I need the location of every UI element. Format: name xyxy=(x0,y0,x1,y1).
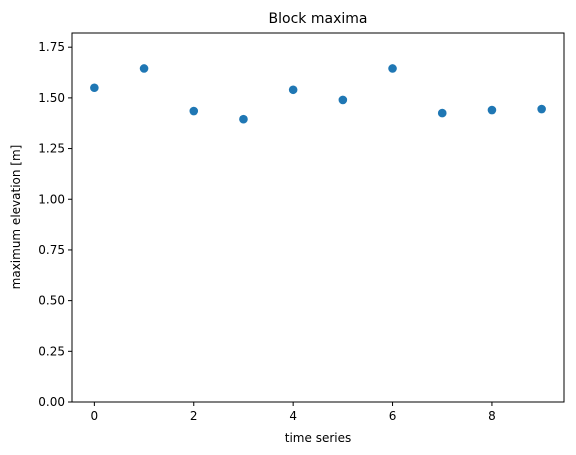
data-point xyxy=(537,104,546,114)
plot-frame xyxy=(71,32,565,403)
y-tick-label: 0.50 xyxy=(38,294,65,308)
data-point xyxy=(189,106,199,116)
chart-title: Block maxima xyxy=(269,11,368,27)
x-tick-label: 6 xyxy=(389,409,397,423)
data-point xyxy=(437,108,447,118)
y-tick-label: 0.75 xyxy=(38,243,65,257)
y-axis-label: maximum elevation [m] xyxy=(9,145,23,290)
x-tick-label: 2 xyxy=(190,409,198,423)
y-tick-label: 1.50 xyxy=(38,91,65,105)
y-tick-label: 0.25 xyxy=(38,344,65,358)
data-point xyxy=(338,95,348,105)
x-tick-label: 0 xyxy=(91,409,99,423)
y-axis-ticks: 0.00 0.25 0.50 0.75 1.00 1.25 1.50 1.75 xyxy=(38,40,72,409)
y-tick-label: 1.25 xyxy=(38,142,65,156)
y-tick-label: 1.75 xyxy=(38,40,65,54)
data-point xyxy=(487,105,497,115)
x-axis-label: time series xyxy=(285,431,351,445)
data-point xyxy=(139,64,149,73)
data-point xyxy=(239,114,248,124)
x-tick-label: 4 xyxy=(289,409,297,423)
data-point xyxy=(288,85,298,95)
data-point xyxy=(388,64,397,73)
data-points xyxy=(90,64,546,124)
y-tick-label: 1.00 xyxy=(38,192,65,206)
x-tick-label: 8 xyxy=(488,409,496,423)
x-axis-ticks: 0 2 4 6 8 xyxy=(91,402,496,423)
y-tick-label: 0.00 xyxy=(38,395,65,409)
plot-area: 0 2 4 6 8 0.00 0.25 0.50 0.75 1.00 1.25 1.50 1.75 xyxy=(38,32,565,423)
data-point xyxy=(90,83,99,93)
